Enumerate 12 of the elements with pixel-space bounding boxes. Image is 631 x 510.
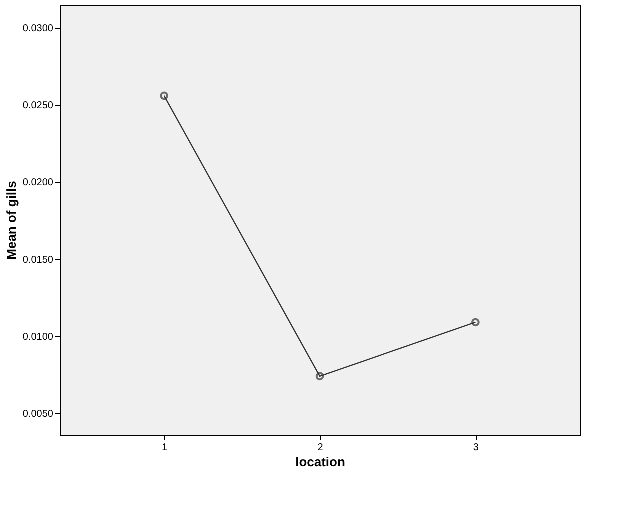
y-tick-label: 0.0150 bbox=[22, 254, 54, 266]
y-axis-title: Mean of gills bbox=[4, 181, 19, 260]
point bbox=[316, 372, 324, 381]
x-tick-label: 1 bbox=[162, 442, 168, 454]
y-tick-label: 0.0250 bbox=[22, 100, 54, 112]
x-tick-label: 3 bbox=[473, 442, 480, 454]
x-tick-label: 2 bbox=[318, 442, 324, 454]
y-tick-label: 0.0100 bbox=[22, 332, 54, 343]
y-tick-label: 0.0300 bbox=[22, 24, 54, 35]
y-tick-label: 0.0050 bbox=[22, 408, 54, 420]
x-axis-title: location bbox=[296, 454, 346, 470]
y-tick-label: 0.0200 bbox=[22, 178, 54, 189]
